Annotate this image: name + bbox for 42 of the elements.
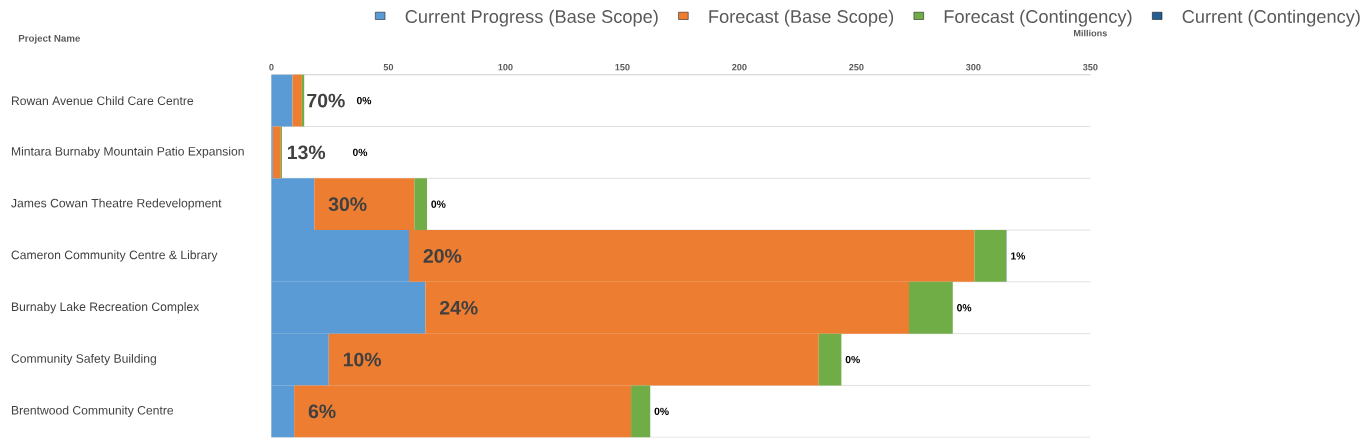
x-tick-label: 100	[498, 64, 513, 71]
y-tick-label: Brentwood Community Centre	[11, 405, 174, 418]
legend-label: Forecast (Base Scope)	[709, 9, 894, 27]
legend-label: Forecast (Contingency)	[944, 9, 1132, 27]
x-tick-label: 200	[732, 64, 747, 71]
annotation: 0%	[352, 148, 368, 157]
y-tick-label: James Cowan Theatre Redevelopment	[11, 198, 222, 210]
annotation: 0%	[654, 407, 669, 416]
bar	[631, 385, 651, 438]
annotation: 1%	[1011, 252, 1026, 260]
bar	[974, 230, 1007, 282]
bar	[272, 126, 281, 179]
y-tick-label: Cameron Community Centre & Library	[11, 250, 218, 262]
y-tick-label: Rowan Avenue Child Care Centre	[11, 96, 194, 106]
annotation: 24%	[439, 301, 478, 315]
x-tick-label: 350	[1082, 64, 1098, 71]
x-tick-label: 250	[849, 64, 864, 71]
x-axis-title: Millions	[1073, 29, 1107, 37]
annotation: 70%	[307, 93, 345, 108]
annotation: 13%	[287, 145, 326, 160]
annotation: 0%	[356, 97, 372, 105]
legend-label: Current Progress (Base Scope)	[405, 9, 658, 27]
annotation: 0%	[845, 356, 860, 364]
annotation: 10%	[343, 352, 382, 367]
x-tick-label: 0	[269, 64, 274, 71]
annotation: 6%	[308, 404, 336, 419]
bar	[909, 281, 953, 334]
annotation: 0%	[957, 304, 972, 312]
annotation: 20%	[423, 249, 462, 263]
y-tick-label: Mintara Burnaby Mountain Patio Expansion	[11, 146, 244, 159]
bar	[818, 333, 842, 386]
y-axis-title: Project Name	[18, 34, 81, 44]
x-tick-label: 150	[615, 64, 630, 71]
x-tick-label: 50	[383, 64, 394, 71]
bar	[292, 74, 302, 127]
bar	[414, 178, 428, 231]
annotation: 0%	[431, 200, 446, 208]
legend-label: Current (Contingency)	[1182, 9, 1360, 27]
x-tick-label: 300	[965, 64, 981, 71]
y-tick-label: Community Safety Building	[11, 354, 156, 366]
y-tick-label: Burnaby Lake Recreation Complex	[11, 302, 200, 314]
annotation: 30%	[328, 197, 367, 212]
